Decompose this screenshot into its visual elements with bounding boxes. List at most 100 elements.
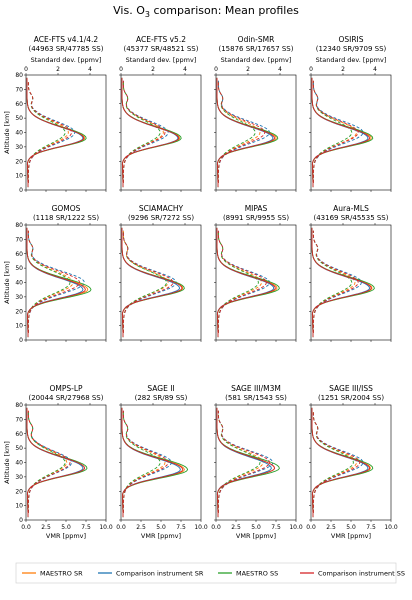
y-tick-label: 0 [19,337,23,344]
panel-title: GOMOS [52,204,81,213]
mean-line-comparison-sr [216,227,275,338]
legend: MAESTRO SR Comparison instrument SR MAESTR… [15,562,405,584]
panel-title: SAGE III/M3M [231,384,281,393]
x-tick-label: 5.0 [251,524,261,531]
y-tick-label: 60 [15,101,23,108]
y-tick-label: 0 [19,187,23,194]
panel-omps-lp: OMPS-LP(20044 SR/27968 SS) 0 10 20 30 40 50 60 7… [3,384,113,540]
stddev-line-maestro-ss [27,410,66,513]
panel-frame [310,404,392,521]
stddev-line-comparison-ss [217,410,271,513]
y-tick-label: 40 [15,280,23,287]
stddev-line-maestro-ss [27,80,66,183]
stddev-line-comparison-ss [217,80,266,183]
panel-counts: (1118 SR/1222 SS) [33,214,99,222]
panel-mipas: MIPAS(8991 SR/9955 SS) [214,204,297,342]
panel-title: MIPAS [245,204,268,213]
mean-line-maestro-ss [26,227,92,338]
panel-counts: (43169 SR/45535 SS) [313,214,388,222]
mean-line-comparison-ss [311,77,371,188]
panel-frame [25,404,107,521]
stddev-line-maestro-ss [312,410,354,513]
x-tick-label: 7.5 [81,524,91,531]
x2-tick-label: 4 [278,66,282,73]
mean-line-comparison-ss [216,77,276,188]
x2-tick-label: 0 [309,66,313,73]
panel-grid: ACE-FTS v4.1/4.2(44963 SR/47785 SS)01020… [3,35,398,540]
panel-frame [25,74,107,191]
y-tick-label: 20 [15,488,23,495]
panel-title: OSIRIS [338,35,363,44]
x-tick-label: 0.0 [306,524,316,531]
legend-item: MAESTRO SR [22,570,83,578]
stddev-line-maestro-ss [122,410,161,513]
x2-axis-label: Standard dev. [ppmv] [316,56,387,64]
mean-line-comparison-sr [311,77,369,188]
x-tick-label: 5.0 [346,524,356,531]
panel-sage-ii: SAGE II(282 SR/89 SS) 0.0 2.5 5.0 7.5 10.0 VMR… [116,384,208,540]
x2-tick-label: 0 [24,66,28,73]
panel-aura-mls: Aura-MLS(43169 SR/45535 SS) [309,204,392,342]
panel-frame [310,74,392,191]
panel-frame [25,224,107,341]
x2-tick-label: 2 [341,66,345,73]
panel-title: SAGE III/ISS [329,384,373,393]
panel-sage-iii-iss: SAGE III/ISS(1251 SR/2004 SS) 0.0 2.5 5.0 7.… [306,384,398,540]
panel-title: SAGE II [147,384,174,393]
legend-label: MAESTRO SS [236,570,278,578]
y-tick-label: 50 [15,265,23,272]
y-tick-label: 10 [15,323,23,330]
x-tick-label: 0.0 [21,524,31,531]
stddev-line-maestro-sr [27,410,68,513]
figure-title: Vis. O3 comparison: Mean profiles [113,4,299,19]
y-axis-label: Altitude [km] [3,111,11,154]
stddev-line-comparison-ss [122,410,169,513]
y-tick-label: 30 [15,144,23,151]
mean-line-comparison-ss [121,227,183,338]
legend-item: Comparison instrument SR [98,570,204,578]
panel-frame [215,74,297,191]
mean-line-comparison-ss [26,77,85,188]
x-tick-label: 2.5 [136,524,146,531]
stddev-line-comparison-sr [217,80,271,183]
panel-osiris: OSIRIS(12340 SR/9709 SS) 0 2 4 Standard dev.… [309,35,392,192]
x-tick-label: 7.5 [366,524,376,531]
x-tick-label: 2.5 [231,524,241,531]
legend-item: MAESTRO SS [218,570,278,578]
stddev-line-maestro-sr [122,410,166,513]
panel-title: ACE-FTS v4.1/4.2 [34,35,99,44]
stddev-line-maestro-ss [312,230,353,333]
panel-frame [310,224,392,341]
x-axis-label: VMR [ppmv] [331,532,371,540]
panel-ace-fts-v5-2: ACE-FTS v5.2(45377 SR/48521 SS) 0 2 4 Standa… [119,35,202,192]
mean-line-comparison-ss [121,77,180,188]
panel-odin-smr: Odin-SMR(15876 SR/17657 SS) 0 2 4 Standard d… [214,35,297,192]
panel-counts: (581 SR/1543 SS) [225,394,287,402]
y-tick-label: 80 [15,222,23,229]
legend-label: Comparison instrument SS [318,570,405,578]
y-tick-label: 80 [15,402,23,409]
y-tick-label: 20 [15,308,23,315]
panel-frame [120,224,202,341]
panel-counts: (44963 SR/47785 SS) [28,45,103,53]
legend-frame [15,562,397,584]
y-tick-label: 70 [15,86,23,93]
x2-axis-label: Standard dev. [ppmv] [221,56,292,64]
panel-counts: (8991 SR/9955 SS) [223,214,289,222]
mean-line-comparison-ss [311,227,372,338]
y-tick-label: 40 [15,130,23,137]
stddev-line-maestro-sr [312,80,358,183]
x2-tick-label: 2 [246,66,250,73]
x-tick-label: 0.0 [116,524,126,531]
panel-counts: (15876 SR/17657 SS) [218,45,293,53]
stddev-line-comparison-ss [122,230,174,333]
mean-line-comparison-ss [311,407,371,518]
y-tick-label: 30 [15,474,23,481]
x-tick-label: 2.5 [326,524,336,531]
y-tick-label: 10 [15,173,23,180]
stddev-line-comparison-sr [312,80,364,183]
stddev-line-maestro-sr [312,410,358,513]
panel-counts: (9296 SR/7272 SS) [128,214,194,222]
panel-title: ACE-FTS v5.2 [136,35,186,44]
mean-line-maestro-sr [216,407,276,518]
